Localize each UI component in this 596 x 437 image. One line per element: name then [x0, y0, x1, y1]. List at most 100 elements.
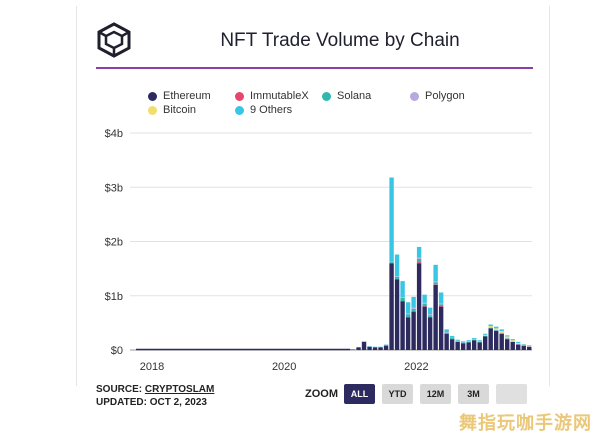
legend-dot-immutablex	[235, 91, 244, 101]
bar-segment	[400, 301, 405, 350]
zoom-extra-button[interactable]	[496, 384, 527, 404]
legend-label: Solana	[337, 90, 372, 102]
bar-segment	[521, 344, 526, 346]
watermark-text: 舞指玩咖手游网	[459, 413, 592, 433]
bar-segment	[477, 340, 482, 342]
legend-item-solana[interactable]: Solana	[322, 90, 371, 102]
bar-segment	[433, 284, 438, 285]
bar-segment	[411, 312, 416, 350]
chart-card	[76, 0, 550, 437]
zoom-label: ZOOM	[305, 388, 338, 400]
bar-segment	[494, 330, 499, 332]
bar-segment	[405, 316, 411, 318]
bar-segment	[505, 336, 510, 339]
bar-segment	[471, 340, 477, 350]
bar-segment	[389, 261, 394, 263]
bar-segment	[494, 331, 499, 350]
bar-segment	[427, 317, 433, 350]
bar-segment	[516, 344, 521, 350]
bar-segment	[521, 345, 526, 350]
title-divider	[96, 67, 533, 69]
bar-segment	[471, 339, 477, 340]
bar-segment	[521, 345, 526, 346]
bar-segment	[449, 338, 455, 340]
bar-segment	[449, 339, 455, 350]
bar-segment	[477, 342, 482, 350]
bar-segment	[499, 333, 504, 334]
bar-segment	[405, 314, 411, 317]
zoom-12m-button[interactable]: 12M	[420, 384, 451, 404]
bar-segment	[516, 344, 521, 345]
bar-segment	[400, 297, 405, 298]
y-tick-label: $4b	[105, 128, 123, 140]
bar-segment	[394, 279, 400, 350]
bar-segment	[372, 347, 378, 350]
bar-segment	[460, 342, 466, 343]
bar-segment	[400, 281, 405, 298]
bar-segment	[361, 341, 367, 350]
bar-segment	[416, 257, 422, 259]
bar-segment	[494, 326, 499, 329]
bar-segment	[411, 296, 416, 308]
zoom-ytd-button[interactable]: YTD	[382, 384, 413, 404]
bar-segment	[499, 333, 504, 350]
bar-segment	[438, 304, 444, 307]
bar-segment	[488, 328, 493, 350]
bar-segment	[527, 346, 532, 347]
bar-segment	[411, 310, 416, 313]
legend-item-bitcoin[interactable]: Bitcoin	[148, 104, 196, 116]
bar-segment	[422, 306, 427, 307]
bar-segment	[394, 276, 400, 280]
legend-item-others[interactable]: 9 Others	[235, 104, 292, 116]
card-border-left	[76, 6, 77, 386]
bar-segment	[505, 338, 510, 340]
bar-segment	[416, 263, 422, 350]
bar-segment	[411, 308, 416, 311]
zoom-3m-button[interactable]: 3M	[458, 384, 489, 404]
legend-label: Polygon	[425, 90, 465, 102]
bar-segment	[482, 335, 488, 336]
source-link[interactable]: CRYPTOSLAM	[144, 384, 215, 395]
chart-title: NFT Trade Volume by Chain	[220, 30, 460, 51]
bar-segment	[516, 342, 521, 345]
bar-segment	[455, 340, 460, 342]
y-tick-label: $1b	[105, 291, 123, 303]
bar-segment	[389, 263, 394, 350]
bar-segment	[516, 341, 521, 343]
bar-segment	[527, 345, 532, 347]
bar-segment	[416, 262, 422, 264]
bar-segment	[482, 336, 488, 350]
bar-segment	[510, 341, 515, 342]
updated-date: OCT 2, 2023	[149, 397, 207, 408]
bar-segment	[383, 344, 389, 346]
bar-segment	[527, 346, 532, 350]
card-border-right	[549, 6, 550, 386]
bar-segment	[422, 294, 427, 303]
legend-dot-solana	[322, 91, 331, 101]
bar-segment	[394, 254, 400, 277]
bar-segment	[494, 328, 499, 330]
bar-segment	[455, 339, 460, 341]
bar-segment	[499, 329, 504, 332]
zoom-all-button[interactable]: ALL	[344, 384, 375, 404]
bar-segment	[394, 276, 400, 277]
bar-segment	[471, 339, 477, 341]
legend-item-polygon[interactable]: Polygon	[410, 90, 465, 102]
bar-segment	[350, 349, 356, 350]
bar-segment	[378, 347, 383, 350]
legend-item-ethereum[interactable]: Ethereum	[148, 90, 211, 102]
bar-segment	[361, 341, 367, 342]
bar-segment	[400, 297, 405, 302]
legend-item-immutablex[interactable]: ImmutableX	[235, 90, 309, 102]
bar-segment	[466, 342, 471, 350]
y-tick-label: $2b	[105, 237, 123, 249]
bar-segment	[466, 341, 471, 343]
bar-segment	[438, 292, 444, 304]
bar-segment	[521, 344, 526, 345]
bar-segment	[482, 333, 488, 335]
bar-segment	[460, 343, 466, 350]
bar-segment	[427, 314, 433, 316]
y-tick-label: $3b	[105, 182, 123, 194]
bar-segment	[422, 302, 427, 304]
